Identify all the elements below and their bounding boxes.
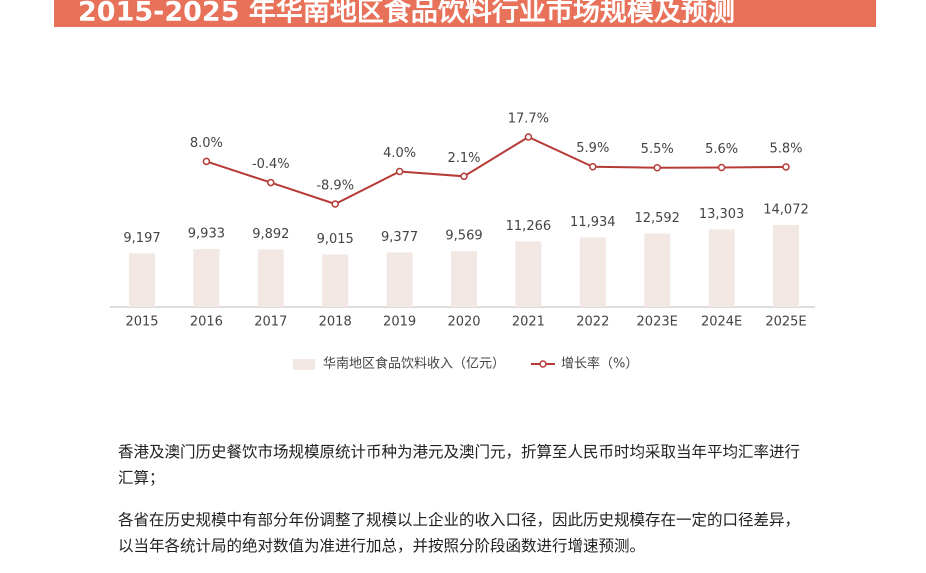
growth-point bbox=[524, 133, 533, 141]
bar-value-label: 9,015 bbox=[317, 232, 354, 247]
bar-value-label: 13,303 bbox=[699, 207, 745, 222]
line-value-label: 5.9% bbox=[576, 141, 609, 156]
chart: 2015-2025 年华南地区食品饮料行业市场规模及预测 2015 2016 201… bbox=[54, 0, 876, 372]
bar bbox=[644, 233, 671, 307]
note: 香港及澳门历史餐饮市场规模原统计币种为港元及澳门元，折算至人民币时均采取当年平均… bbox=[118, 443, 801, 487]
legend-swatch bbox=[293, 359, 315, 370]
title-banner bbox=[54, 0, 876, 27]
bar-value-label: 9,377 bbox=[381, 230, 418, 245]
line-value-label: -0.4% bbox=[252, 157, 290, 172]
growth-point bbox=[782, 163, 790, 171]
x-tick-label: 2017 bbox=[254, 315, 287, 330]
line-value-label: 5.8% bbox=[769, 141, 802, 156]
growth-point bbox=[331, 200, 339, 208]
line-value-label: 5.6% bbox=[705, 142, 738, 157]
line-value-label: 8.0% bbox=[190, 136, 223, 151]
note: 各省在历史规模中有部分年份调整了规模以上企业的收入口径，因此历史规模存在一定的口… bbox=[118, 511, 801, 555]
x-tick-label: 2016 bbox=[190, 315, 223, 330]
bar bbox=[193, 249, 220, 307]
growth-line bbox=[206, 135, 787, 206]
bar bbox=[322, 254, 349, 307]
bar-value-label: 11,934 bbox=[570, 215, 616, 230]
x-tick-label: 2018 bbox=[319, 315, 352, 330]
line-value-label: 2.1% bbox=[447, 151, 480, 166]
bar bbox=[451, 251, 477, 307]
x-tick-label: 2025E bbox=[765, 315, 806, 330]
legend-label: 华南地区食品饮料收入（亿元） bbox=[323, 356, 505, 372]
bar bbox=[708, 229, 735, 307]
x-tick-label: 2023E bbox=[637, 315, 678, 330]
chart-title: 2015-2025 年华南地区食品饮料行业市场规模及预测 bbox=[78, 0, 735, 28]
growth-point bbox=[717, 163, 726, 172]
legend-swatch bbox=[539, 360, 547, 368]
bar bbox=[386, 252, 413, 307]
growth-point bbox=[202, 157, 211, 166]
x-tick-label: 2019 bbox=[383, 315, 416, 330]
bar bbox=[257, 249, 284, 307]
bar bbox=[129, 253, 155, 307]
bar-value-label: 9,892 bbox=[252, 227, 289, 242]
growth-point bbox=[395, 167, 404, 176]
bar-value-label: 14,072 bbox=[763, 203, 809, 218]
bar-value-label: 9,933 bbox=[188, 227, 225, 242]
bar bbox=[773, 225, 799, 307]
growth-point bbox=[589, 162, 597, 171]
line-value-label: 4.0% bbox=[383, 146, 416, 161]
x-tick-label: 2015 bbox=[125, 315, 158, 330]
bar bbox=[579, 237, 606, 307]
growth-point bbox=[460, 172, 468, 181]
growth-point bbox=[267, 178, 275, 187]
x-tick-label: 2022 bbox=[576, 315, 609, 330]
bar-value-label: 9,197 bbox=[123, 231, 160, 246]
x-tick-label: 2021 bbox=[512, 315, 545, 330]
bar-value-label: 12,592 bbox=[634, 211, 680, 226]
line-value-label: 17.7% bbox=[508, 112, 549, 127]
bar-value-label: 9,569 bbox=[445, 229, 482, 244]
line-value-label: -8.9% bbox=[316, 179, 354, 194]
x-tick-label: 2020 bbox=[447, 315, 480, 330]
x-tick-label: 2024E bbox=[701, 315, 742, 330]
notes: 香港及澳门历史餐饮市场规模原统计币种为港元及澳门元，折算至人民币时均采取当年平均… bbox=[118, 439, 808, 573]
legend-label: 增长率（%） bbox=[561, 356, 638, 372]
line-value-label: 5.5% bbox=[641, 142, 674, 157]
bar bbox=[515, 241, 542, 307]
bar-value-label: 11,266 bbox=[506, 219, 552, 234]
growth-point bbox=[653, 163, 661, 172]
